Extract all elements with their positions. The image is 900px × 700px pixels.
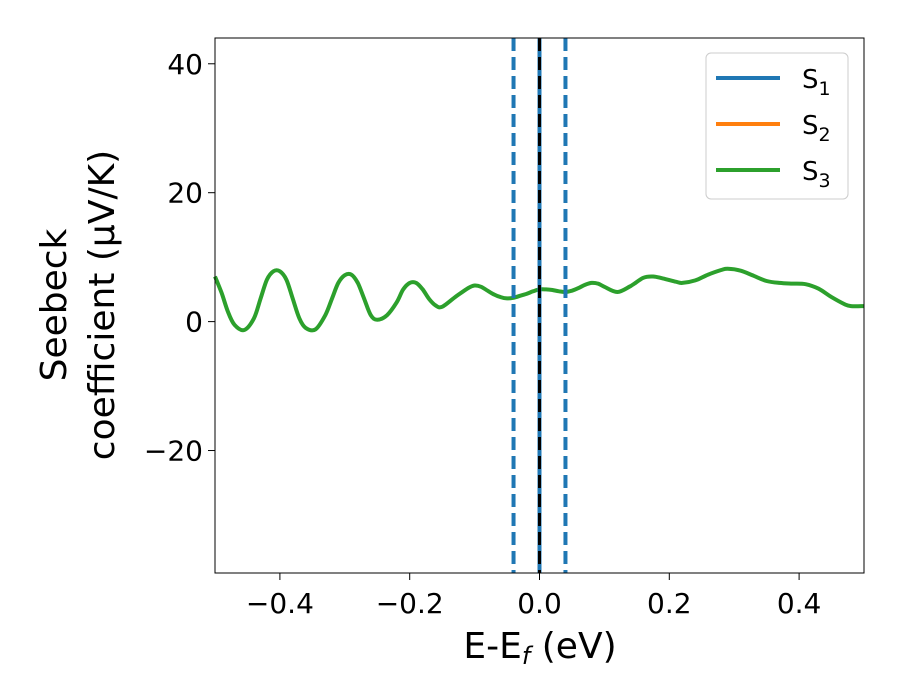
plot-marks: [213, 38, 865, 573]
y-axis-label-line1: Seebeck: [34, 228, 75, 381]
series-line-s3: [213, 266, 865, 333]
y-axis-label-line2: coefficient (μV/K): [82, 150, 123, 460]
y-axis-label: Seebeck coefficient (μV/K): [34, 150, 123, 460]
legend: S1 S2 S3: [705, 52, 849, 200]
y-tick-label: 40: [167, 48, 203, 81]
y-tick-label: −20: [144, 435, 203, 468]
x-tick-label: −0.2: [376, 587, 444, 620]
x-tick-label: 0.4: [777, 587, 822, 620]
legend-label-s2: S2: [802, 111, 831, 146]
x-tick-label: 0.2: [647, 587, 692, 620]
y-axis-ticks: −20 0 20 40: [144, 48, 215, 468]
x-axis-label: E-Ef (eV): [463, 626, 616, 670]
x-tick-label: −0.4: [246, 587, 314, 620]
x-tick-label: 0.0: [517, 587, 562, 620]
legend-entries: S1 S2 S3: [716, 65, 831, 192]
y-tick-label: 20: [167, 177, 203, 210]
legend-label-s1: S1: [802, 65, 831, 100]
y-tick-label: 0: [185, 306, 203, 339]
x-axis-ticks: −0.4 −0.2 0.0 0.2 0.4: [246, 573, 821, 620]
legend-label-s3: S3: [802, 157, 831, 192]
